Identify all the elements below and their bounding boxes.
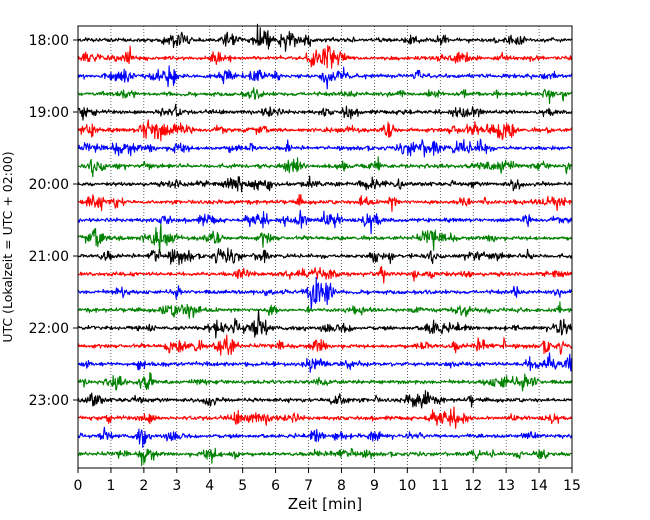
trace-2300 xyxy=(77,389,573,409)
trace-1945 xyxy=(77,156,573,178)
x-tick-label: 1 xyxy=(106,478,115,494)
trace-2030 xyxy=(77,209,573,235)
trace-1845 xyxy=(77,87,573,105)
trace-2330 xyxy=(77,426,573,449)
x-tick-label: 0 xyxy=(74,478,83,494)
trace-2045 xyxy=(77,223,573,253)
trace-2130 xyxy=(77,276,573,310)
x-tick-label: 15 xyxy=(563,478,581,494)
x-tick-label: 12 xyxy=(464,478,482,494)
y-tick-label: 19:00 xyxy=(29,105,69,121)
trace-1800 xyxy=(77,23,573,52)
x-tick-label: 7 xyxy=(304,478,313,494)
x-tick-label: 6 xyxy=(271,478,280,494)
y-axis-label: UTC (Lokalzeit = UTC + 02:00) xyxy=(0,151,15,342)
trace-2100 xyxy=(77,247,573,266)
x-tick-label: 13 xyxy=(497,478,515,494)
trace-2215 xyxy=(77,334,573,356)
trace-1815 xyxy=(77,45,573,69)
y-tick-label: 18:00 xyxy=(29,33,69,49)
trace-2015 xyxy=(77,193,573,213)
y-tick-label: 21:00 xyxy=(29,249,69,265)
x-tick-label: 9 xyxy=(370,478,379,494)
trace-1830 xyxy=(77,65,573,90)
trace-2345 xyxy=(77,447,573,467)
x-tick-label: 2 xyxy=(139,478,148,494)
trace-2145 xyxy=(77,301,573,319)
y-tick-label: 23:00 xyxy=(29,393,69,409)
x-tick-label: 3 xyxy=(172,478,181,494)
plot-frame xyxy=(77,25,573,469)
trace-2230 xyxy=(77,352,573,373)
y-tick-label: 22:00 xyxy=(29,321,69,337)
y-tick-label: 20:00 xyxy=(29,177,69,193)
x-tick-label: 10 xyxy=(398,478,416,494)
x-axis-ticks: 0 1 2 3 4 5 6 7 8 9 10 11 12 13 14 15 xyxy=(74,468,581,494)
trace-1915 xyxy=(77,119,573,142)
trace-2000 xyxy=(77,175,573,193)
trace-2245 xyxy=(77,371,573,392)
grid-lines xyxy=(110,26,540,468)
seismic-traces xyxy=(77,23,573,467)
trace-1900 xyxy=(77,103,573,121)
trace-2315 xyxy=(77,406,573,429)
x-tick-label: 8 xyxy=(337,478,346,494)
x-axis-label: Zeit [min] xyxy=(288,495,362,513)
x-tick-label: 11 xyxy=(431,478,449,494)
x-tick-label: 5 xyxy=(238,478,247,494)
trace-2115 xyxy=(77,265,573,284)
y-axis-ticks: 18:00 19:00 20:00 21:00 22:00 23:00 xyxy=(29,33,78,409)
trace-2200 xyxy=(77,309,573,339)
x-tick-label: 14 xyxy=(530,478,548,494)
x-tick-label: 4 xyxy=(205,478,214,494)
trace-1930 xyxy=(77,138,573,158)
